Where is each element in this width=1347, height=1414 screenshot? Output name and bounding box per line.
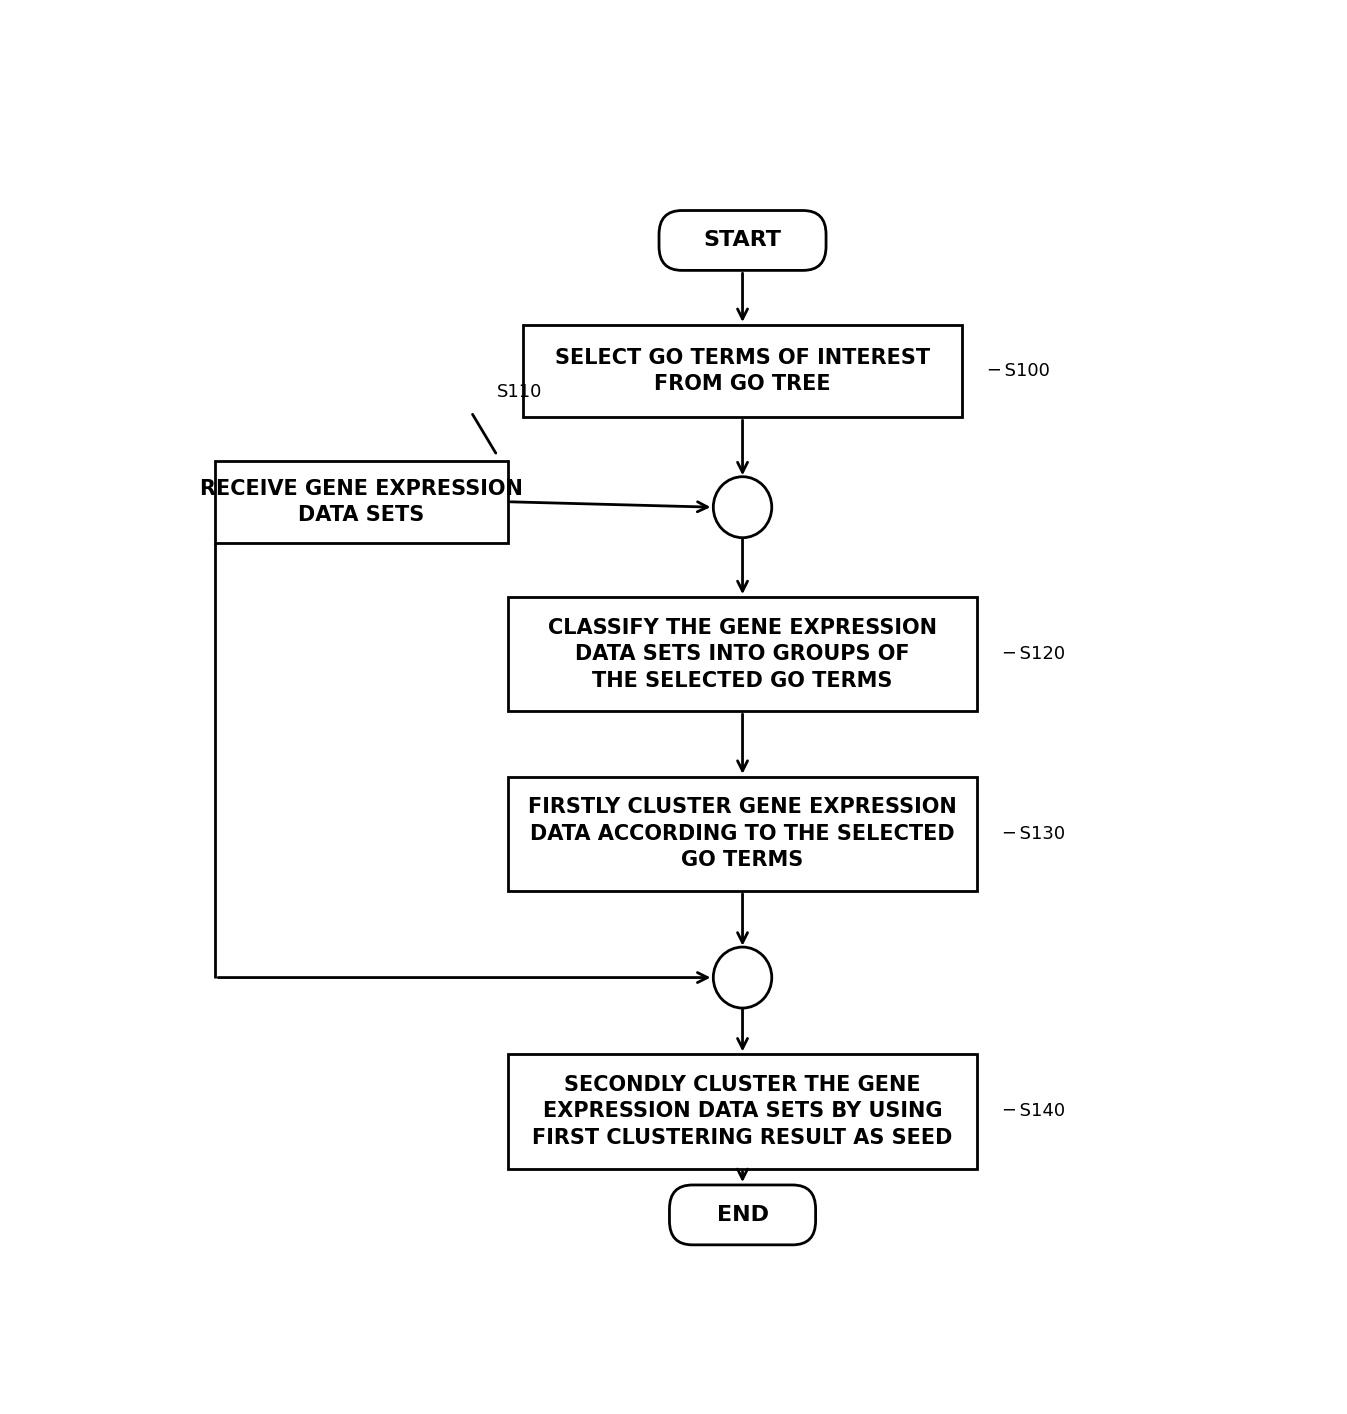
Text: END: END bbox=[717, 1205, 769, 1225]
FancyBboxPatch shape bbox=[508, 1055, 978, 1168]
Text: ─ S130: ─ S130 bbox=[1004, 824, 1065, 843]
FancyBboxPatch shape bbox=[669, 1185, 816, 1244]
Ellipse shape bbox=[714, 947, 772, 1008]
FancyBboxPatch shape bbox=[508, 597, 978, 711]
Text: ─ S140: ─ S140 bbox=[1004, 1103, 1065, 1120]
Text: ─ S120: ─ S120 bbox=[1004, 645, 1065, 663]
Text: ─ S100: ─ S100 bbox=[987, 362, 1049, 380]
Ellipse shape bbox=[714, 477, 772, 537]
Text: START: START bbox=[703, 230, 781, 250]
FancyBboxPatch shape bbox=[508, 776, 978, 891]
Text: SELECT GO TERMS OF INTEREST
FROM GO TREE: SELECT GO TERMS OF INTEREST FROM GO TREE bbox=[555, 348, 929, 395]
Text: CLASSIFY THE GENE EXPRESSION
DATA SETS INTO GROUPS OF
THE SELECTED GO TERMS: CLASSIFY THE GENE EXPRESSION DATA SETS I… bbox=[548, 618, 938, 690]
FancyBboxPatch shape bbox=[523, 325, 962, 417]
Text: FIRSTLY CLUSTER GENE EXPRESSION
DATA ACCORDING TO THE SELECTED
GO TERMS: FIRSTLY CLUSTER GENE EXPRESSION DATA ACC… bbox=[528, 797, 956, 870]
FancyBboxPatch shape bbox=[659, 211, 826, 270]
Text: S110: S110 bbox=[497, 383, 543, 402]
Text: SECONDLY CLUSTER THE GENE
EXPRESSION DATA SETS BY USING
FIRST CLUSTERING RESULT : SECONDLY CLUSTER THE GENE EXPRESSION DAT… bbox=[532, 1075, 952, 1148]
FancyBboxPatch shape bbox=[216, 461, 508, 543]
Text: RECEIVE GENE EXPRESSION
DATA SETS: RECEIVE GENE EXPRESSION DATA SETS bbox=[201, 478, 523, 525]
